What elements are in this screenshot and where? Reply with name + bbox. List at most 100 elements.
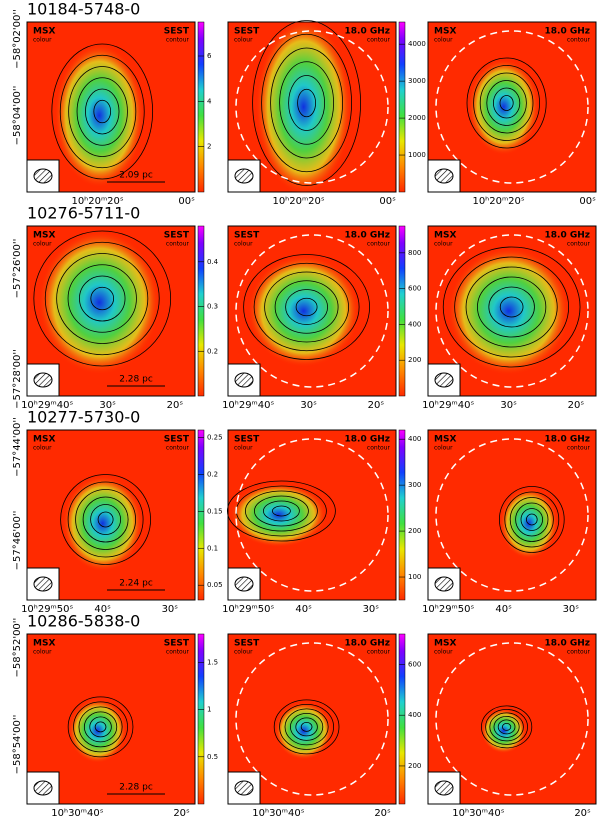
panel-label: 18.0 GHz: [345, 435, 391, 445]
contour: [288, 75, 326, 131]
ra-tick-label: 20ˢ: [568, 400, 585, 411]
contour: [479, 72, 534, 134]
ra-tick-label: 10ʰ29ᵐ50ˢ: [222, 604, 274, 615]
panel-label: SEST: [234, 231, 260, 241]
contour: [504, 491, 560, 548]
contour: [60, 474, 151, 565]
contour: [492, 87, 521, 119]
panel-sublabel: contour: [567, 37, 591, 44]
panel-sublabel: contour: [567, 241, 591, 248]
beam-circle: [235, 30, 389, 184]
emission: [62, 475, 143, 572]
panel-label: MSX: [434, 27, 456, 37]
emission: [38, 230, 161, 375]
panel-label: 18.0 GHz: [545, 27, 591, 37]
colorbar-tick-label: 0.5: [207, 753, 218, 761]
colorbar-tick-label: 400: [408, 711, 421, 719]
panel-label: SEST: [234, 639, 260, 649]
colorbar-tick-label: 0.25: [207, 433, 223, 441]
emission: [481, 708, 526, 754]
panel-label: MSX: [33, 27, 55, 37]
contour: [489, 712, 524, 742]
ra-tick-label: 10ʰ29ᵐ40ˢ: [222, 400, 274, 411]
scale-bar-label: 2.24 pc: [119, 579, 153, 589]
contour: [51, 43, 154, 180]
contour: [279, 704, 335, 750]
ra-tick-label: 30ˢ: [563, 604, 580, 615]
contour: [501, 723, 512, 731]
beam: [33, 780, 53, 796]
beam-circle: [435, 30, 589, 184]
emission: [54, 43, 145, 188]
beam: [33, 168, 53, 184]
emission: [468, 59, 539, 155]
beam-circle: [435, 438, 589, 592]
beam: [434, 780, 454, 796]
contour: [261, 33, 353, 173]
beam: [33, 576, 53, 592]
contour: [89, 716, 112, 738]
panel-label: 18.0 GHz: [545, 435, 591, 445]
colorbar-tick-label: 600: [408, 285, 421, 293]
dec-tick-label: −58°02'00'': [12, 9, 23, 69]
panel-sublabel: colour: [434, 37, 453, 44]
ra-tick-label: 10ʰ29ᵐ40ˢ: [422, 400, 474, 411]
ra-tick-label: 30ˢ: [363, 604, 380, 615]
contour: [67, 264, 137, 333]
contour: [226, 480, 336, 542]
contour: [75, 489, 136, 550]
panel-label: SEST: [234, 435, 260, 445]
colorbar-tick-label: 400: [408, 435, 421, 443]
beam: [234, 372, 254, 388]
emission: [500, 488, 558, 559]
contour: [497, 719, 516, 735]
contour: [264, 271, 350, 343]
ra-tick-label: 10ʰ30ᵐ40ˢ: [51, 808, 103, 816]
contour: [295, 717, 318, 737]
contour: [465, 266, 558, 348]
contour: [279, 61, 335, 145]
dec-tick-label: −58°54'00'': [12, 715, 23, 775]
ra-tick-label: 10ʰ30ᵐ40ˢ: [252, 808, 304, 816]
colorbar: [197, 225, 205, 397]
ra-tick-label: 10ʰ20ᵐ20ˢ: [71, 196, 123, 207]
panel-sublabel: colour: [33, 445, 52, 452]
panel-sublabel: colour: [434, 445, 453, 452]
contour: [515, 502, 549, 537]
contour: [73, 701, 128, 753]
contour: [244, 490, 318, 532]
panel-sublabel: colour: [234, 445, 253, 452]
panel-label: 18.0 GHz: [345, 27, 391, 37]
colorbar-tick-label: 200: [408, 527, 421, 535]
contour: [243, 254, 371, 360]
ra-tick-label: 10ʰ29ᵐ40ˢ: [21, 400, 73, 411]
panel-label: SEST: [234, 27, 260, 37]
colorbar-tick-label: 1000: [408, 151, 426, 159]
source-title: 10184-5748-0: [27, 0, 140, 19]
contour: [285, 289, 329, 325]
contour: [97, 511, 114, 528]
scale-bar-label: 2.09 pc: [119, 171, 153, 181]
panel-sublabel: contour: [166, 445, 190, 452]
contour: [486, 80, 527, 126]
colorbar: [398, 429, 406, 601]
contour: [520, 508, 544, 531]
panel-sublabel: contour: [166, 37, 190, 44]
panel-label: SEST: [164, 27, 190, 37]
contour: [525, 513, 538, 526]
contour: [499, 95, 514, 111]
contour: [56, 253, 149, 344]
contour: [93, 99, 112, 124]
colorbar-tick-label: 0.2: [207, 470, 218, 478]
colorbar-tick-label: 3000: [408, 77, 426, 85]
contour: [79, 275, 126, 322]
beam: [234, 576, 254, 592]
colorbar: [398, 21, 406, 193]
dec-tick-label: −57°46'00'': [12, 511, 23, 571]
beam: [234, 780, 254, 796]
colorbar-tick-label: 2000: [408, 114, 426, 122]
ra-tick-label: 20ˢ: [574, 808, 591, 816]
contour: [262, 500, 300, 522]
contour: [76, 77, 128, 146]
